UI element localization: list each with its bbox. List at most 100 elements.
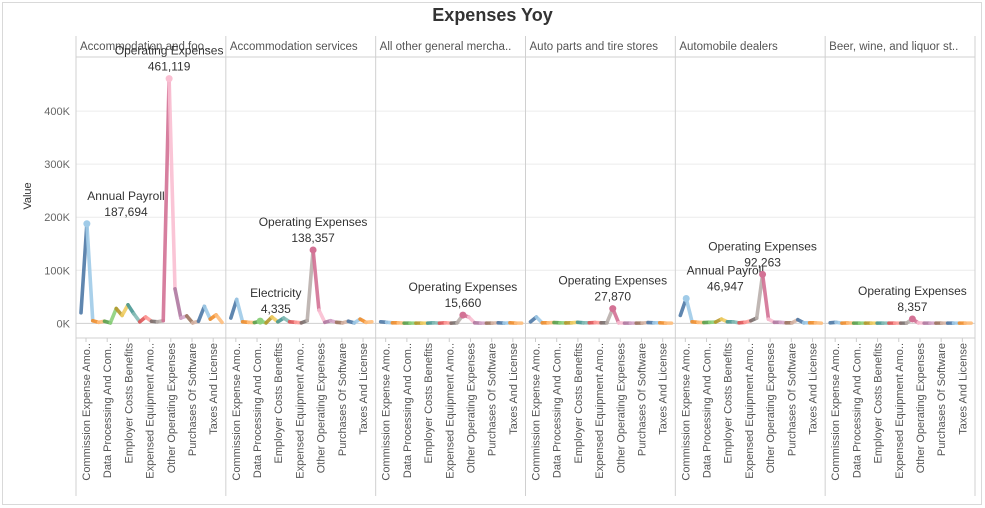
annotation-category: Operating Expenses: [259, 215, 368, 229]
series-line-segment: [364, 319, 374, 325]
series-line-segment: [79, 221, 89, 315]
data-point: [165, 75, 173, 83]
x-tick-label: Commission Expense Amo..: [531, 343, 543, 481]
annotation-category: Annual Payroll: [687, 263, 764, 277]
y-tick-label: 300K: [44, 159, 70, 171]
series-line-segment: [85, 221, 95, 323]
data-point: [459, 311, 467, 319]
series-line-segment: [311, 248, 321, 312]
series-line-segment: [317, 308, 327, 325]
x-tick-label: Data Processing And Com..: [402, 343, 414, 478]
x-tick-label: Taxes And License: [957, 343, 969, 435]
series-line-segment: [167, 76, 177, 291]
x-tick-label: Data Processing And Com..: [702, 343, 714, 478]
x-tick-label: Commission Expense Amo..: [81, 343, 93, 481]
x-tick-label: Taxes And License: [658, 343, 670, 435]
series-line-segment: [234, 297, 245, 324]
x-tick-label: Purchases Of Software: [936, 343, 948, 456]
x-tick-label: Expensed Equipment Amo..: [145, 343, 157, 479]
annotation-category: Operating Expenses: [708, 239, 817, 253]
data-point: [256, 317, 264, 325]
x-tick-label: Data Processing And Com..: [851, 343, 863, 478]
series-line-segment: [684, 296, 694, 324]
series-line-segment: [196, 304, 207, 324]
chart-title: Expenses Yoy: [432, 5, 553, 25]
y-tick-label: 400K: [44, 106, 70, 118]
annotation-category: Operating Expenses: [858, 284, 967, 298]
y-tick-label: 200K: [44, 212, 70, 224]
panel-header: Automobile dealers: [679, 41, 778, 53]
x-tick-label: Expensed Equipment Amo..: [894, 343, 906, 479]
series-line-segment: [754, 272, 765, 320]
x-tick-label: Taxes And License: [358, 343, 370, 435]
data-point: [83, 220, 91, 228]
annotation-category: Operating Expenses: [558, 274, 667, 288]
x-tick-label: Other Operating Expenses: [316, 343, 328, 474]
annotation-category: Electricity: [250, 286, 301, 300]
annotation-value: 187,694: [104, 205, 148, 219]
x-tick-label: Other Operating Expenses: [166, 343, 178, 474]
x-tick-label: Commission Expense Amo..: [231, 343, 243, 481]
x-tick-label: Employer Costs Benefits: [573, 343, 585, 464]
x-tick-label: Employer Costs Benefits: [273, 343, 285, 464]
data-point: [908, 315, 916, 323]
x-tick-label: Expensed Equipment Amo..: [744, 343, 756, 479]
annotation-category: Operating Expenses: [409, 280, 518, 294]
x-tick-label: Taxes And License: [808, 343, 820, 435]
x-tick-label: Expensed Equipment Amo..: [294, 343, 306, 479]
x-tick-label: Purchases Of Software: [337, 343, 349, 456]
annotation-value: 461,119: [148, 60, 191, 74]
x-tick-label: Expensed Equipment Amo..: [594, 343, 606, 479]
series-line-segment: [760, 272, 771, 321]
x-tick-label: Employer Costs Benefits: [723, 343, 735, 464]
y-tick-label: 0K: [57, 318, 71, 330]
x-tick-label: Employer Costs Benefits: [423, 343, 435, 464]
annotation-value: 92,263: [744, 255, 781, 269]
series-line-segment: [108, 306, 119, 325]
panel-header: Auto parts and tire stores: [530, 41, 659, 53]
panel-header: All other general mercha..: [380, 41, 512, 53]
data-point: [309, 246, 317, 254]
x-tick-label: Commission Expense Amo..: [830, 343, 842, 481]
x-tick-label: Commission Expense Amo..: [381, 343, 393, 481]
x-tick-label: Other Operating Expenses: [615, 343, 627, 474]
annotation-category: Annual Payroll: [87, 189, 164, 203]
x-tick-label: Other Operating Expenses: [465, 343, 477, 474]
panel-header: Beer, wine, and liquor st..: [829, 41, 958, 53]
x-tick-label: Taxes And License: [208, 343, 220, 435]
data-point: [609, 305, 617, 313]
data-point: [682, 294, 690, 302]
panel-header: Accommodation services: [230, 41, 358, 53]
x-tick-label: Purchases Of Software: [786, 343, 798, 456]
series-line-segment: [173, 287, 183, 320]
annotation-value: 138,357: [291, 231, 335, 245]
x-tick-label: Taxes And License: [508, 343, 520, 435]
x-tick-label: Employer Costs Benefits: [873, 343, 885, 464]
panel-header: Accommodation and foo..: [80, 41, 210, 53]
annotation-value: 15,660: [445, 296, 482, 310]
x-tick-label: Employer Costs Benefits: [123, 343, 135, 464]
x-tick-label: Data Processing And Com..: [552, 343, 564, 478]
x-tick-label: Data Processing And Com..: [252, 343, 264, 478]
x-tick-label: Other Operating Expenses: [765, 343, 777, 474]
series-line-segment: [214, 313, 224, 325]
annotation-value: 4,335: [261, 302, 291, 316]
x-tick-label: Other Operating Expenses: [915, 343, 927, 474]
x-tick-label: Purchases Of Software: [637, 343, 649, 456]
x-tick-label: Commission Expense Amo..: [680, 343, 692, 481]
series-line-segment: [305, 248, 315, 323]
x-tick-label: Purchases Of Software: [487, 343, 499, 456]
data-point: [759, 270, 767, 278]
y-tick-label: 100K: [44, 265, 70, 277]
annotation-value: 46,947: [707, 279, 744, 293]
annotation-category: Operating Expenses: [115, 44, 224, 58]
series-line-segment: [161, 76, 171, 323]
y-axis-label: Value: [22, 182, 34, 209]
x-tick-label: Data Processing And Com..: [102, 343, 114, 478]
series-line-segment: [202, 304, 213, 321]
annotation-value: 8,357: [897, 300, 927, 314]
annotation-value: 27,870: [594, 290, 631, 304]
x-tick-label: Purchases Of Software: [187, 343, 199, 456]
